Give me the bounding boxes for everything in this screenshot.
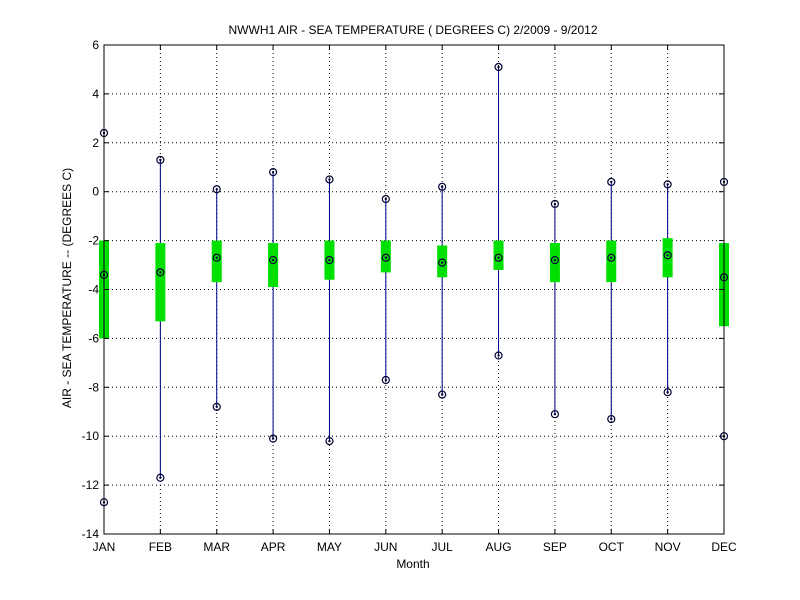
min-marker-oct [607, 414, 616, 424]
y-axis-label: AIR - SEA TEMPERATURE -- (DEGREES C) [60, 168, 74, 408]
min-marker-sep [550, 410, 560, 419]
y-tick-label: -14 [82, 527, 100, 541]
min-marker-may [325, 436, 334, 446]
max-marker-oct [607, 177, 616, 187]
max-marker-nov [663, 180, 672, 189]
min-marker-jul [438, 390, 447, 399]
x-tick-label: OCT [599, 540, 625, 554]
max-marker-dot-jun [384, 197, 388, 201]
chart-title: NWWH1 AIR - SEA TEMPERATURE ( DEGREES C)… [229, 23, 598, 37]
median-marker-jun [381, 253, 390, 262]
max-marker-sep [550, 199, 560, 209]
median-marker-oct [607, 253, 616, 262]
median-marker-dot-feb [159, 271, 162, 274]
max-marker-dot-aug [497, 65, 500, 69]
max-marker-feb [156, 155, 165, 165]
min-marker-dot-oct [610, 417, 613, 421]
max-marker-dot-sep [553, 202, 557, 206]
y-tick-label: 6 [92, 38, 99, 52]
max-marker-dot-may [328, 178, 331, 181]
x-axis-label: Month [396, 557, 429, 571]
median-marker-aug [494, 253, 503, 262]
y-tick-label: 0 [92, 185, 99, 199]
y-tick-label: 4 [92, 87, 99, 101]
min-marker-dot-nov [666, 390, 669, 394]
x-tick-label: JUL [432, 540, 454, 554]
min-marker-jun [381, 375, 390, 385]
median-marker-dot-jun [384, 256, 388, 259]
min-marker-aug [494, 351, 503, 360]
min-marker-dot-mar [215, 405, 218, 409]
min-marker-apr [268, 434, 278, 443]
max-marker-dot-oct [610, 180, 613, 184]
min-marker-dot-jun [384, 378, 388, 382]
median-marker-mar [212, 253, 221, 262]
max-marker-may [325, 175, 334, 184]
y-tick-label: -12 [82, 478, 100, 492]
x-tick-label: MAR [203, 540, 230, 554]
median-marker-dot-may [328, 258, 331, 262]
axis-ticks: -14 -12 -10 -8 -6 -4 -2 0 2 4 6 JAN FEB MAR APR MAY JUN J… [82, 38, 737, 554]
min-marker-dot-apr [271, 437, 275, 440]
x-tick-label: FEB [149, 540, 172, 554]
min-marker-dot-sep [553, 412, 557, 416]
x-tick-label: JUN [374, 540, 397, 554]
median-marker-apr [268, 256, 278, 265]
y-tick-label: -6 [88, 331, 99, 345]
max-marker-apr [268, 168, 278, 177]
max-marker-jul [438, 182, 447, 191]
median-marker-dot-mar [215, 256, 218, 259]
min-marker-dot-may [328, 439, 331, 443]
iqr-box-apr [268, 243, 279, 288]
y-tick-label: -2 [88, 234, 99, 248]
y-tick-label: -8 [88, 380, 99, 394]
max-marker-dot-mar [215, 188, 218, 191]
min-marker-dot-feb [159, 476, 162, 479]
median-marker-nov [663, 251, 672, 260]
median-marker-dot-oct [610, 256, 613, 259]
max-marker-dot-jul [440, 185, 444, 189]
x-tick-label: SEP [543, 540, 567, 554]
median-marker-feb [156, 268, 165, 277]
x-tick-label: AUG [486, 540, 512, 554]
median-marker-may [325, 256, 334, 265]
iqr-box-aug [493, 240, 504, 270]
min-marker-mar [212, 402, 221, 411]
x-tick-label: NOV [655, 540, 681, 554]
min-marker-dot-jul [440, 393, 444, 396]
median-marker-dot-nov [666, 254, 669, 257]
plot-marks [99, 62, 729, 507]
grid-lines [104, 45, 724, 534]
median-marker-dot-jul [440, 261, 444, 264]
iqr-box-jun [380, 240, 391, 273]
iqr-box-jul [437, 245, 448, 278]
max-marker-dot-apr [271, 170, 275, 174]
min-marker-feb [156, 473, 165, 482]
median-marker-dot-sep [553, 258, 557, 262]
min-marker-nov [663, 388, 672, 397]
max-marker-jun [381, 194, 390, 204]
x-tick-label: APR [261, 540, 286, 554]
median-marker-jul [438, 258, 447, 267]
median-marker-sep [550, 256, 560, 265]
y-tick-label: 2 [92, 136, 99, 150]
max-marker-mar [212, 185, 221, 194]
median-marker-dot-apr [271, 258, 275, 262]
x-tick-label: MAY [317, 540, 342, 554]
iqr-box-nov [662, 238, 673, 278]
max-marker-dot-feb [159, 158, 162, 162]
y-tick-label: -4 [88, 283, 99, 297]
median-marker-dot-aug [497, 256, 500, 259]
min-marker-dot-aug [497, 354, 500, 357]
max-marker-aug [494, 62, 503, 72]
max-marker-dot-nov [666, 183, 669, 186]
y-tick-label: -10 [82, 429, 100, 443]
x-tick-label: JAN [93, 540, 116, 554]
x-tick-label: DEC [711, 540, 737, 554]
iqr-box-sep [549, 243, 560, 283]
iqr-box-feb [155, 243, 166, 322]
